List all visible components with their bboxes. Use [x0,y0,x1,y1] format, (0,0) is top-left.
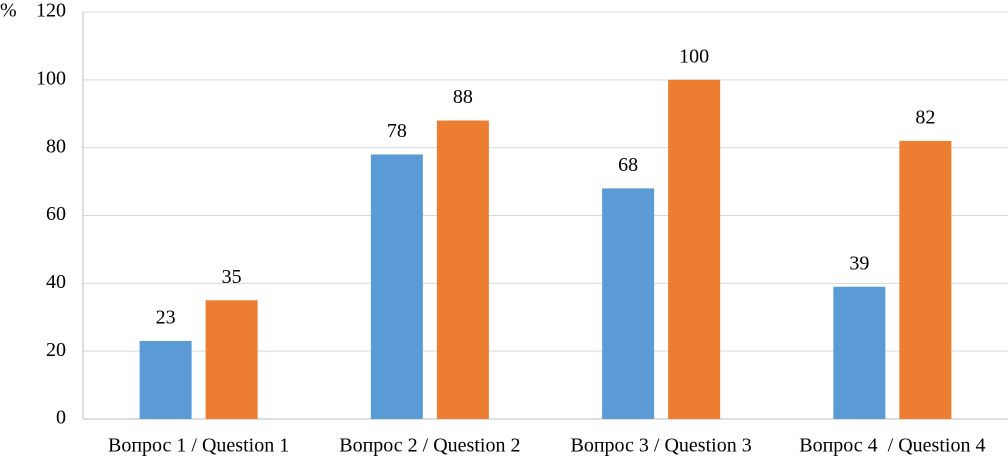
bar [668,79,721,419]
value-label: 23 [156,307,176,329]
bar [833,286,886,419]
bar [602,188,655,419]
y-tick-label: 100 [36,67,66,89]
y-tick-label: 120 [36,0,66,22]
value-label: 82 [915,106,935,128]
y-tick-label: 0 [56,407,66,429]
x-tick-label: Вопрос 3 / Question 3 [571,435,752,457]
bar [205,300,258,419]
bar [436,120,489,420]
value-label: 68 [618,154,638,176]
value-label: 100 [679,45,709,67]
value-label: 78 [387,120,407,142]
bar [139,340,192,419]
bar [899,140,952,419]
value-label: 88 [453,86,473,108]
y-tick-label: 40 [46,271,66,293]
y-tick-label: 80 [46,135,66,157]
value-label: 35 [222,266,242,288]
x-tick-label: Вопрос 4 / Question 4 [799,435,985,457]
value-label: 39 [849,252,869,274]
x-tick-label: Вопрос 2 / Question 2 [339,435,520,457]
y-tick-label: 60 [46,203,66,225]
y-tick-label: 20 [46,339,66,361]
bar [370,154,423,419]
y-axis-label: % [0,0,17,22]
x-tick-label: Вопрос 1 / Question 1 [108,435,289,457]
